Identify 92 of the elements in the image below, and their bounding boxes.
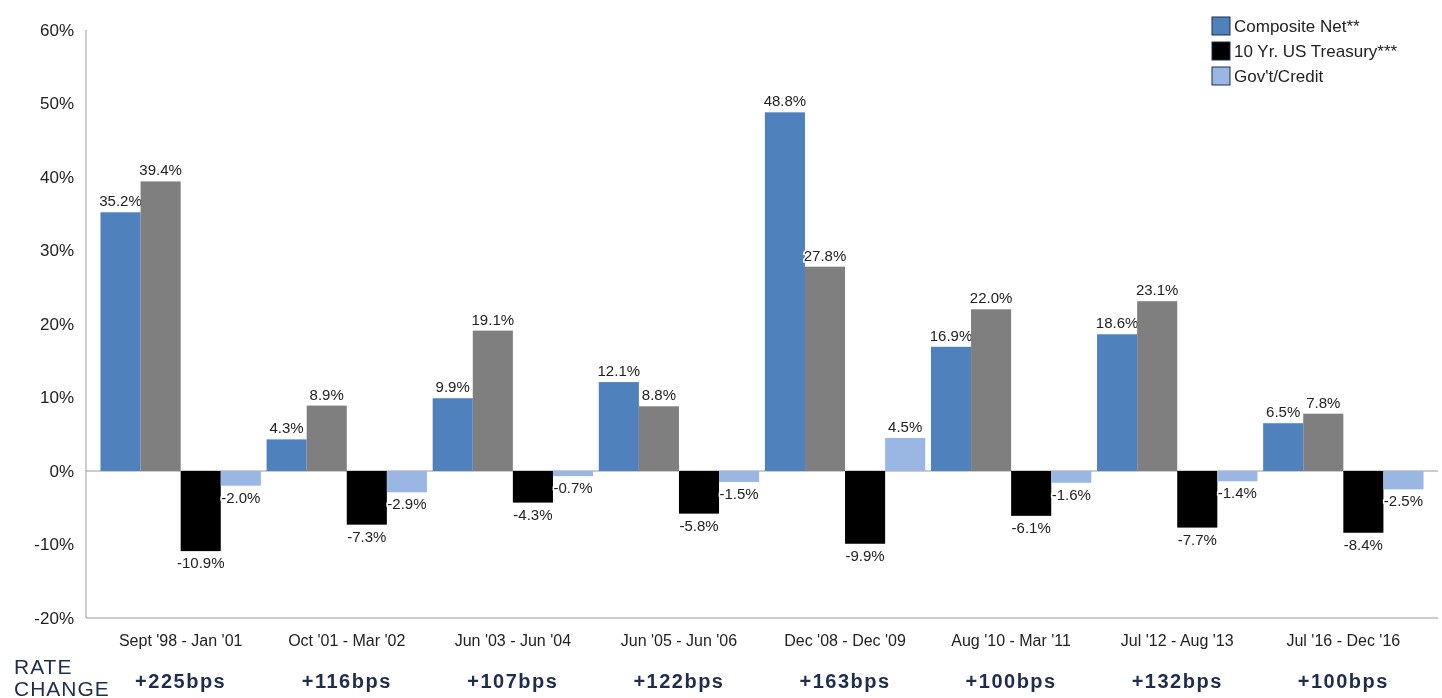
data-label: -2.9% [387,495,427,513]
data-label: 12.1% [597,362,641,380]
y-tick-label: 0% [49,461,74,481]
bar [804,266,846,471]
data-label: -1.4% [1217,484,1257,502]
bar [346,471,387,525]
data-label: 6.5% [1266,403,1301,421]
bar [845,471,886,544]
data-label: -4.3% [513,505,553,523]
bar [885,437,926,471]
y-tick-label: 40% [39,167,74,187]
bar [472,330,513,471]
text: +225bps [135,670,227,692]
bar [1217,471,1258,482]
bar [512,471,553,503]
data-label: 16.9% [929,326,973,344]
bar [1137,301,1178,471]
bar [100,212,141,471]
y-tick-label: -10% [34,535,74,555]
data-label: 39.4% [139,161,182,179]
text: +132bps [1131,670,1223,692]
x-tick-label: Aug '10 - Mar '11 [951,632,1072,649]
data-label: -7.3% [347,527,387,545]
data-label: 35.2% [99,192,142,210]
data-label: 9.9% [435,378,470,396]
bar [140,181,181,471]
bar [971,309,1012,471]
data-label: 4.5% [888,417,923,435]
data-label: -1.5% [719,485,759,503]
bar [220,471,261,486]
data-label: -5.8% [679,516,719,534]
data-label: 22.0% [969,289,1013,307]
data-label: -10.9% [176,554,225,572]
data-label: -8.4% [1343,535,1383,553]
x-tick-label: Jun '05 - Jun '06 [620,632,738,649]
bar [180,471,221,552]
bar [1343,471,1384,533]
bar [1011,471,1052,516]
x-tick-label: Jun '03 - Jun '04 [454,632,572,649]
data-label: 19.1% [471,310,515,328]
text: +116bps [301,670,392,692]
data-label: 48.8% [763,92,807,110]
data-label: -2.5% [1383,492,1424,510]
x-tick-label: Sept '98 - Jan '01 [118,632,243,649]
data-label: 23.1% [1135,281,1179,299]
text: RATE CHANGE [14,655,110,698]
bar [552,471,594,477]
data-label: 8.9% [309,385,344,403]
x-tick-label: Oct '01 - Mar '02 [288,632,406,649]
legend-label: Composite Net** [1234,16,1361,36]
x-tick-label: Dec '08 - Dec '09 [784,632,907,649]
y-tick-label: 30% [39,241,74,261]
bar [386,471,427,493]
text: +163bps [799,670,891,692]
data-label: 7.8% [1306,393,1341,411]
data-label: -9.9% [845,546,885,564]
bar [1303,413,1344,471]
data-label: -2.0% [221,488,261,506]
data-label: -7.7% [1177,530,1217,548]
data-label: 18.6% [1095,314,1139,332]
bar [1051,471,1092,483]
bar [1097,334,1138,471]
y-tick-label: 20% [39,314,74,334]
bar [1383,471,1424,490]
data-label: -6.1% [1011,518,1051,536]
bar [719,471,760,483]
x-tick-label: Jul '12 - Aug '13 [1120,632,1234,649]
bar [764,112,805,471]
x-tick-label: Jul '16 - Dec '16 [1286,632,1401,649]
text: +100bps [965,670,1057,692]
y-tick-label: 50% [39,94,74,114]
bar [306,405,347,471]
bar [1263,423,1304,471]
bar [678,471,720,514]
bar [1177,471,1218,528]
data-label: 8.8% [641,386,677,404]
text: +122bps [633,670,725,692]
text: +100bps [1297,670,1389,692]
y-tick-label: -20% [34,608,74,628]
text: +107bps [467,670,559,692]
data-label: -0.7% [553,479,593,497]
data-label: -1.6% [1051,485,1091,503]
legend-label: 10 Yr. US Treasury*** [1234,41,1398,61]
bar [930,346,972,471]
bar [598,382,639,471]
data-label: 4.3% [269,419,304,437]
bar [638,406,679,471]
y-tick-label: 10% [39,388,74,408]
bar [266,439,307,471]
bar [432,398,473,471]
legend-label: Gov't/Credit [1234,66,1324,86]
y-tick-label: 60% [39,20,74,40]
